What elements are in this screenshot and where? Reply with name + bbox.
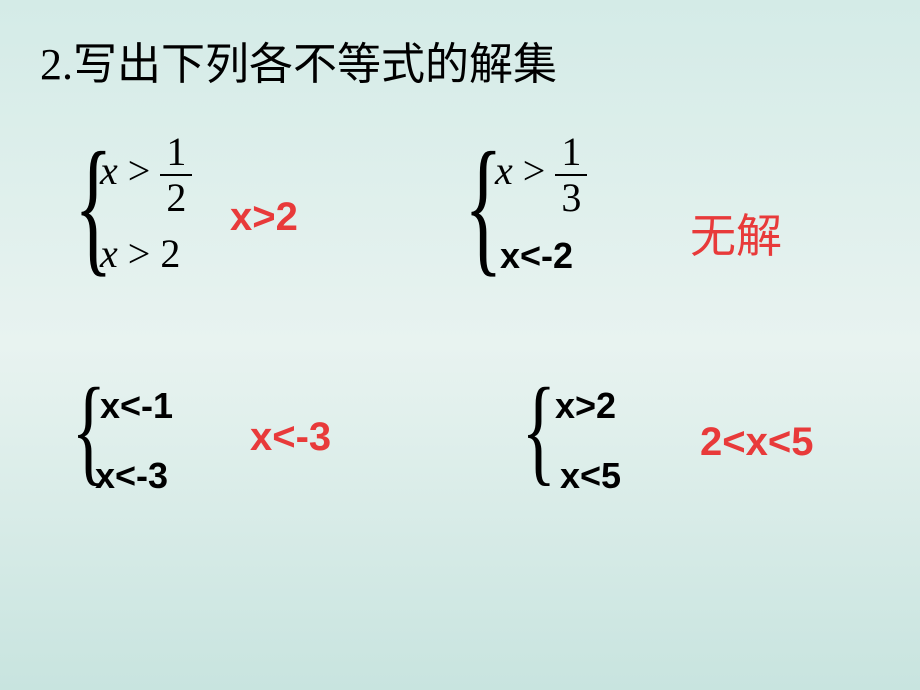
- p3-answer: x<-3: [250, 415, 331, 460]
- p4-line1: x>2: [555, 385, 616, 427]
- p2-line2: x<-2: [500, 235, 573, 277]
- p2-answer: 无解: [690, 200, 782, 266]
- p1-line2: x > 2: [100, 230, 180, 277]
- p3-line2: x<-3: [95, 455, 168, 497]
- p4-answer: 2<x<5: [700, 420, 813, 465]
- p4-line2: x<5: [560, 455, 621, 497]
- brace-4: {: [522, 370, 557, 490]
- p3-line1: x<-1: [100, 385, 173, 427]
- p1-answer: x>2: [230, 195, 298, 240]
- p2-line1: x > 1 3: [495, 130, 587, 220]
- page-title: 2.写出下列各不等式的解集: [40, 28, 557, 92]
- p1-line1: x > 1 2: [100, 130, 192, 220]
